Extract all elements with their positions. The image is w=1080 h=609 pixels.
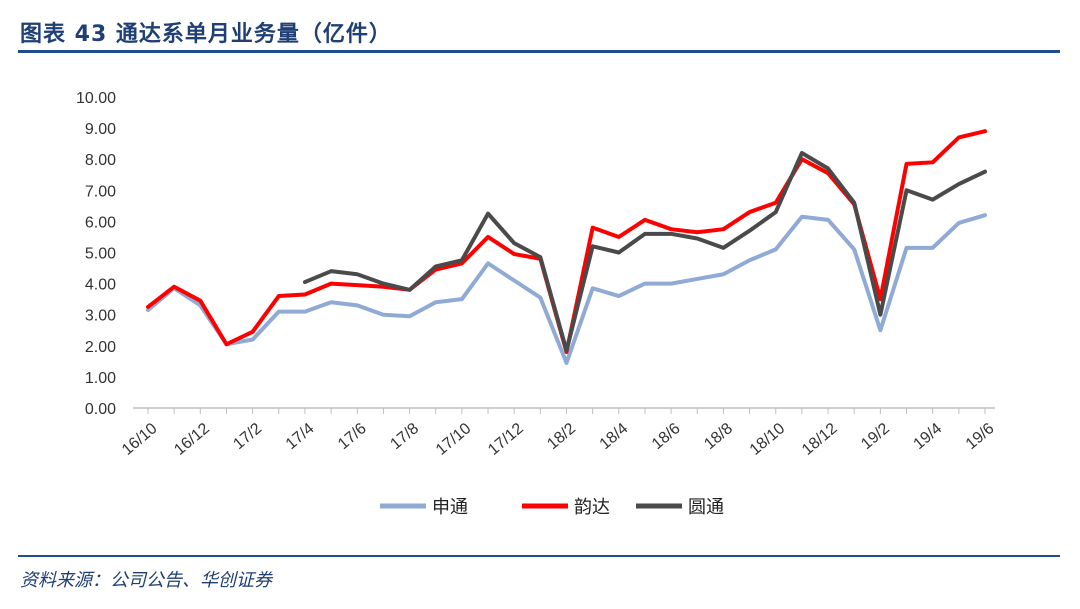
- x-tick-label: 19/4: [910, 420, 945, 453]
- y-tick-label: 2.00: [85, 339, 116, 356]
- title-rule: [18, 50, 1060, 53]
- x-tick-label: 16/12: [171, 420, 213, 459]
- x-tick-label: 18/6: [649, 420, 684, 453]
- series-lines: [146, 129, 987, 365]
- x-tick-label: 17/6: [335, 420, 370, 453]
- x-tick-label: 19/2: [858, 420, 893, 453]
- x-tick-label: 17/8: [387, 420, 422, 453]
- x-tick-label: 16/10: [119, 420, 161, 459]
- x-tick-label: 18/2: [544, 420, 579, 453]
- x-tick-label: 18/8: [701, 420, 736, 453]
- x-axis-labels: 16/10 16/12 17/2 17/4 17/6 17/8 17/10 17/12 18/2…: [119, 420, 998, 459]
- x-tick-label: 17/10: [433, 420, 475, 459]
- legend-label: 韵达: [574, 497, 610, 518]
- legend: 申通 韵达 圆通: [380, 497, 724, 518]
- x-tick-label: 18/4: [597, 420, 632, 453]
- y-tick-label: 0.00: [85, 401, 116, 418]
- series-line-2: [302, 150, 987, 353]
- y-tick-label: 4.00: [85, 277, 116, 294]
- y-tick-label: 1.00: [85, 370, 116, 387]
- series-line-0: [146, 213, 987, 365]
- x-axis: [133, 407, 995, 414]
- y-tick-label: 8.00: [85, 152, 116, 169]
- x-tick-label: 17/4: [283, 420, 318, 453]
- x-tick-label: 18/12: [799, 420, 841, 459]
- y-tick-label: 3.00: [85, 308, 116, 325]
- y-tick-label: 9.00: [85, 121, 116, 138]
- x-tick-label: 17/2: [230, 420, 265, 453]
- x-tick-label: 19/6: [963, 420, 998, 453]
- y-tick-label: 7.00: [85, 183, 116, 200]
- y-tick-label: 5.00: [85, 246, 116, 263]
- figure-title: 图表 43 通达系单月业务量（亿件）: [20, 22, 392, 47]
- y-tick-label: 10.00: [76, 90, 116, 107]
- y-tick-label: 6.00: [85, 214, 116, 231]
- line-chart: 0.00 1.00 2.00 3.00 4.00 5.00 6.00 7.00 8.00 9.00…: [76, 90, 998, 518]
- legend-label: 圆通: [688, 497, 724, 518]
- source-note: 资料来源：公司公告、华创证券: [20, 570, 272, 591]
- footer-rule: [18, 555, 1060, 557]
- y-axis-labels: 0.00 1.00 2.00 3.00 4.00 5.00 6.00 7.00 8.00 9.00…: [76, 90, 116, 418]
- x-tick-label: 17/12: [485, 420, 527, 459]
- legend-label: 申通: [432, 497, 468, 518]
- x-tick-label: 18/10: [747, 420, 789, 459]
